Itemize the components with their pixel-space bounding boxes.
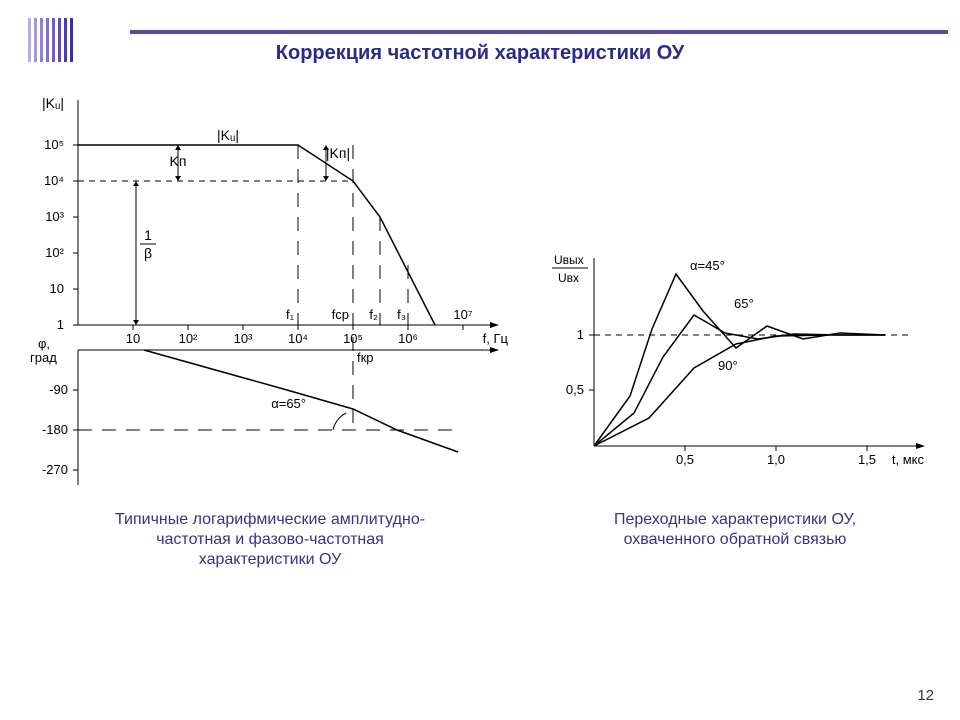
tr-xtick-10: 1,0 xyxy=(767,452,785,467)
tr-xtick-05: 0,5 xyxy=(676,452,694,467)
tr-x-axis-label: t, мкс xyxy=(892,452,925,467)
svg-text:Uвх: Uвх xyxy=(558,271,579,285)
caption-transient: Переходные характеристики ОУ,охваченного… xyxy=(540,510,930,550)
open-loop-curve xyxy=(78,145,435,325)
svg-text:10⁷: 10⁷ xyxy=(453,307,472,322)
page-number: 12 xyxy=(917,687,934,704)
svg-text:1: 1 xyxy=(144,227,152,243)
bode-chart: 1 10 10² 10³ 10⁴ 10⁵ |Kᵤ| 10 10² 10³ 10⁴… xyxy=(18,88,528,498)
svg-text:β: β xyxy=(144,245,152,261)
svg-text:Uвых: Uвых xyxy=(554,253,584,267)
lbl-curve-65: 65° xyxy=(734,296,754,311)
curve-90 xyxy=(594,335,885,446)
mag-xtick-1e3: 10³ xyxy=(234,331,253,346)
header-rule xyxy=(130,30,948,34)
lbl-f1: f₁ xyxy=(286,307,295,322)
svg-text:-270: -270 xyxy=(42,462,68,477)
transient-chart: 0,5 1 0,5 1,0 1,5 Uвых Uвх t, мкс α=45 xyxy=(538,248,938,478)
mag-ytick-1: 1 xyxy=(57,317,64,332)
lbl-ku: |Kᵤ| xyxy=(217,127,239,143)
lbl-f3: f₃ xyxy=(397,307,406,322)
mag-x-axis-label: f, Гц xyxy=(483,331,509,346)
mag-ytick-10: 10 xyxy=(50,281,64,296)
mag-y-axis-label: |Kᵤ| xyxy=(42,95,64,111)
lbl-curve-90: 90° xyxy=(718,358,738,373)
mag-ytick-1000: 10³ xyxy=(45,209,64,224)
mag-ytick-1e4: 10⁴ xyxy=(44,173,64,188)
mag-xtick-10: 10 xyxy=(126,331,140,346)
svg-text:φ,: φ, xyxy=(38,336,50,351)
mag-xtick-1e6: 10⁶ xyxy=(398,331,418,346)
lbl-fkr: fкр xyxy=(357,350,374,365)
tr-ytick-05: 0,5 xyxy=(566,382,584,397)
lbl-fcr: fср xyxy=(332,307,349,322)
mag-ytick-1e5: 10⁵ xyxy=(44,137,64,152)
tr-xtick-15: 1,5 xyxy=(858,452,876,467)
lbl-f2: f₂ xyxy=(369,307,378,322)
page-title: Коррекция частотной характеристики ОУ xyxy=(0,42,960,65)
svg-text:-90: -90 xyxy=(49,382,68,397)
tr-ytick-1: 1 xyxy=(577,327,584,342)
slide: Коррекция частотной характеристики ОУ 1 … xyxy=(0,0,960,720)
lbl-kp2: |Kп| xyxy=(326,145,350,161)
tr-y-axis-label: Uвых Uвх xyxy=(552,253,588,285)
lbl-one-over-beta: 1 β xyxy=(140,227,156,261)
lbl-curve-45: α=45° xyxy=(690,258,725,273)
mag-xtick-1e4: 10⁴ xyxy=(288,331,308,346)
mag-xtick-100: 10² xyxy=(179,331,198,346)
mag-ytick-100: 10² xyxy=(45,245,64,260)
svg-text:-180: -180 xyxy=(42,422,68,437)
caption-bode: Типичные логарифмические амплитудно-част… xyxy=(40,510,500,570)
svg-text:град: град xyxy=(30,350,57,365)
lbl-alpha: α=65° xyxy=(271,396,306,411)
